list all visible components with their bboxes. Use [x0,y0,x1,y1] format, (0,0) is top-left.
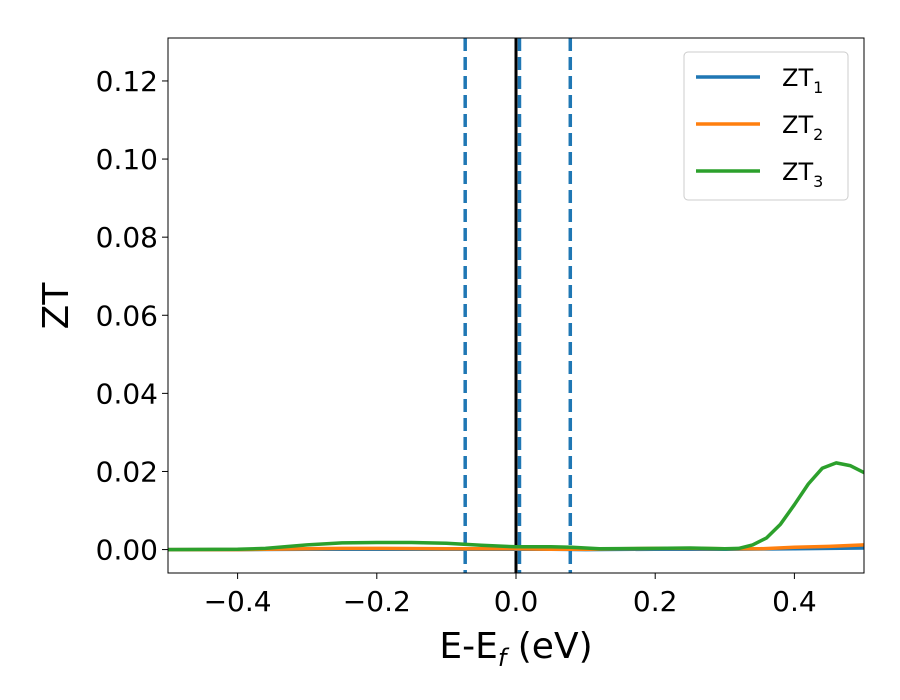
legend-label-ZT1: ZT1 [782,64,823,97]
y-tick-label: 0.10 [96,143,158,176]
x-tick-label: −0.4 [204,585,272,618]
x-axis-label: E-Ef (eV) [439,626,592,672]
x-tick-label: 0.2 [633,585,678,618]
legend-label-ZT2: ZT2 [782,111,823,144]
x-tick-label: 0.4 [772,585,817,618]
legend-label-ZT3: ZT3 [782,158,823,191]
y-axis-ticks: 0.00 0.02 0.04 0.06 0.08 0.10 0.12 [96,65,168,567]
series-line-ZT3 [168,461,864,552]
y-tick-label: 0.06 [96,299,158,332]
y-tick-label: 0.04 [96,377,158,410]
x-axis-label-tail: (eV) [506,626,592,667]
x-axis-ticks: −0.4 −0.2 0.0 0.2 0.4 [204,573,817,618]
y-tick-label: 0.08 [96,221,158,254]
x-tick-label: −0.2 [343,585,411,618]
x-tick-label: 0.0 [494,585,539,618]
y-tick-label: 0.12 [96,65,158,98]
legend: ZT1 ZT2 ZT3 [683,51,849,201]
x-axis-label-main: E-E [439,626,497,667]
y-axis-label: ZT [36,282,77,330]
y-tick-label: 0.00 [96,534,158,567]
series-lines [168,461,864,552]
y-tick-label: 0.02 [96,455,158,488]
vertical-lines [463,38,573,573]
legend-box [683,51,849,201]
